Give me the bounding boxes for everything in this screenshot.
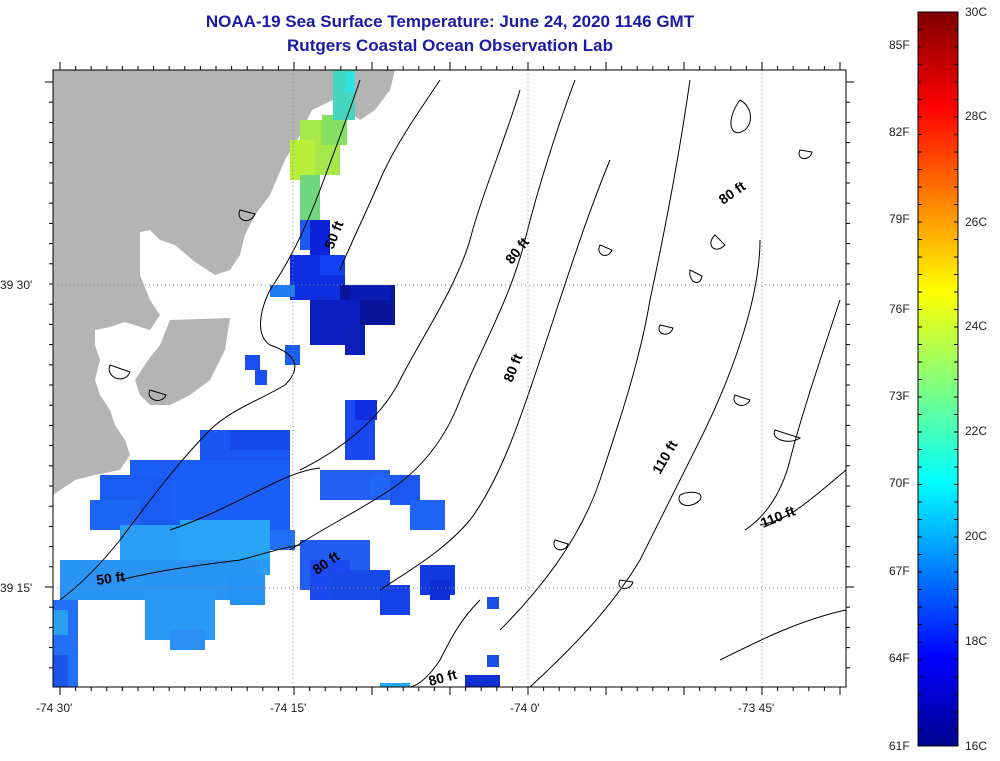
graticule [53, 70, 846, 687]
colorbar-f-70: 70F [889, 476, 910, 490]
colorbar-c-20: 20C [965, 529, 987, 543]
lon-label-7345: -73 45' [738, 701, 774, 715]
map-title: NOAA-19 Sea Surface Temperature: June 24… [205, 12, 695, 31]
depth-contours [59, 79, 846, 687]
land-mass [53, 70, 333, 495]
colorbar-c-16: 16C [965, 739, 987, 753]
contour-label-80ft-bottom: 80 ft [427, 666, 459, 689]
colorbar-c-18: 18C [965, 634, 987, 648]
colorbar-c-28: 28C [965, 109, 987, 123]
colorbar-c-30: 30C [965, 5, 987, 19]
colorbar-f-67: 67F [889, 564, 910, 578]
axis-ticks [45, 62, 854, 695]
colorbar-f-76: 76F [889, 302, 910, 316]
lon-label-7400: -74 0' [510, 701, 540, 715]
colorbar-f-73: 73F [889, 389, 910, 403]
lat-label-3915: 39 15' [0, 581, 32, 595]
colorbar-c-22: 22C [965, 424, 987, 438]
contour-label-50ft-south: 50 ft [95, 568, 126, 588]
colorbar-f-64: 64F [889, 651, 910, 665]
colorbar-f-61: 61F [889, 739, 910, 753]
colorbar-gradient [917, 11, 959, 747]
lon-label-7415: -74 15' [270, 701, 306, 715]
map-subtitle: Rutgers Coastal Ocean Observation Lab [287, 36, 613, 55]
land-mass-inner [135, 318, 230, 405]
colorbar-f-85: 85F [889, 38, 910, 52]
colorbar-c-26: 26C [965, 215, 987, 229]
colorbar-f-82: 82F [889, 125, 910, 139]
lat-label-3930: 39 30' [0, 278, 32, 292]
sst-pixels [53, 70, 500, 687]
colorbar: 85F 82F 79F 76F 73F 70F 67F 64F 61F 30C … [889, 5, 987, 753]
colorbar-c-24: 24C [965, 319, 987, 333]
lon-label-7430: -74 30' [36, 701, 72, 715]
colorbar-f-79: 79F [889, 212, 910, 226]
